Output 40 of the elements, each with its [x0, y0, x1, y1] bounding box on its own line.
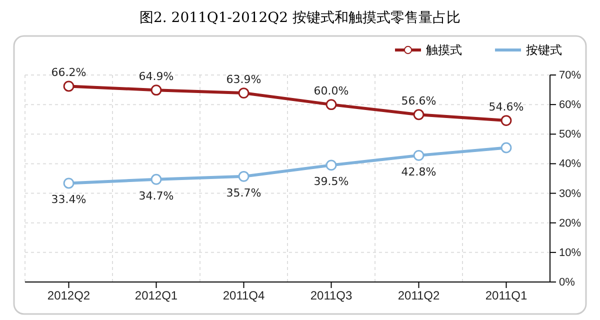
y-tick-label: 70% [559, 70, 582, 82]
x-tick-label: 2011Q3 [310, 288, 352, 303]
data-label: 54.6% [488, 100, 524, 114]
point [413, 109, 424, 120]
point [150, 84, 162, 96]
x-tick-label: 2011Q4 [222, 288, 265, 303]
x-tick-label: 2012Q1 [134, 288, 178, 303]
chart-title: 图2. 2011Q1-2012Q2 按键式和触摸式零售量占比 [139, 10, 461, 26]
point [63, 178, 74, 189]
y-tick-label: 60% [559, 99, 582, 112]
point [500, 115, 512, 126]
data-label: 63.9% [226, 73, 262, 86]
point [238, 170, 250, 182]
data-label: 39.5% [314, 175, 349, 188]
y-tick-label: 10% [559, 246, 582, 259]
point [150, 174, 162, 185]
y-tick-label: 50% [559, 128, 582, 141]
data-label: 56.6% [401, 94, 436, 108]
point [326, 99, 337, 110]
point [63, 80, 74, 92]
x-tick-label: 2011Q1 [485, 288, 528, 303]
y-tick-label: 40% [559, 158, 582, 170]
data-label: 34.7% [138, 189, 174, 202]
data-label: 33.4% [51, 193, 86, 206]
y-tick-label: 30% [559, 188, 582, 200]
x-tick-label: 2011Q2 [398, 288, 440, 303]
legend-label: 按键式 [526, 43, 562, 57]
data-label: 66.2% [51, 66, 86, 80]
x-tick-label: 2012Q2 [47, 288, 90, 303]
point [413, 150, 424, 161]
y-tick-label: 0% [559, 276, 576, 289]
data-label: 60.0% [314, 84, 349, 98]
data-label: 42.8% [401, 165, 436, 178]
point [326, 160, 337, 171]
data-label: 64.9% [138, 70, 174, 84]
data-label: 35.7% [226, 186, 262, 200]
point [238, 88, 250, 98]
point [500, 142, 512, 154]
y-tick-label: 20% [559, 217, 582, 230]
legend-label: 触摸式 [426, 43, 462, 57]
